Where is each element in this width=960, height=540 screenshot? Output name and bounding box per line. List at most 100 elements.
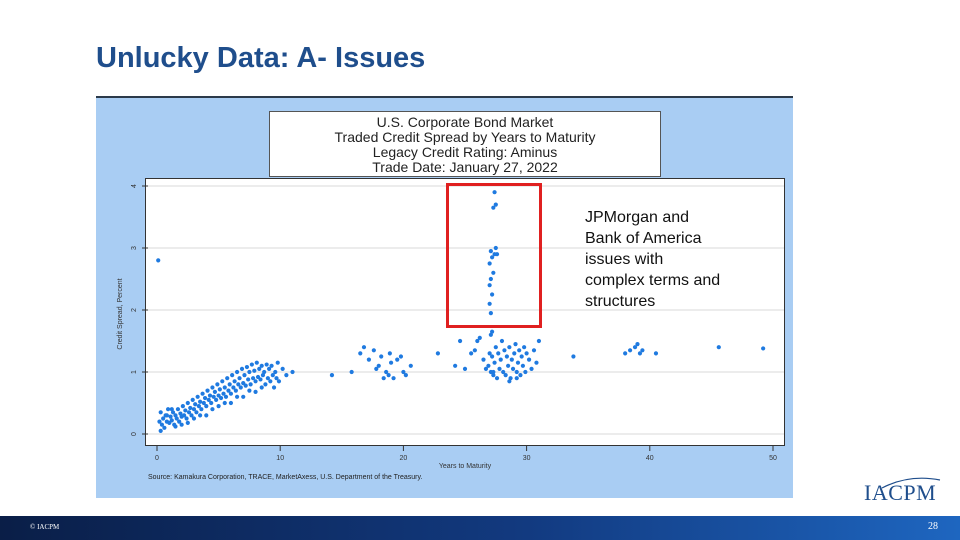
data-point [190, 397, 195, 402]
data-point [184, 416, 189, 421]
data-point [244, 364, 250, 370]
data-point [173, 424, 178, 429]
y-tick-label: 1 [131, 370, 138, 374]
data-point [469, 351, 474, 356]
data-point [169, 407, 174, 412]
data-point [536, 338, 542, 344]
data-point [494, 252, 500, 257]
data-point [386, 373, 391, 378]
data-point [376, 363, 381, 368]
data-point [491, 369, 496, 375]
data-point [250, 376, 256, 381]
data-point [252, 368, 257, 373]
data-point [486, 363, 491, 368]
data-point [222, 400, 227, 406]
data-point [164, 413, 169, 418]
data-point [501, 369, 506, 375]
data-point [475, 338, 480, 344]
data-point [220, 379, 225, 384]
data-point [507, 379, 512, 384]
data-point [223, 394, 229, 399]
data-point [233, 388, 238, 393]
data-point [185, 420, 190, 425]
data-point [371, 348, 376, 353]
data-point [514, 376, 519, 381]
data-point [716, 345, 721, 350]
data-point [483, 366, 489, 371]
data-point [523, 369, 528, 375]
footer-copyright: © IACPM [30, 523, 60, 531]
data-point [217, 387, 222, 392]
data-point [280, 366, 285, 371]
data-point [487, 261, 492, 266]
data-point [477, 335, 482, 340]
data-point [209, 400, 214, 406]
data-point [262, 369, 267, 375]
data-point [398, 354, 404, 359]
data-point [510, 366, 516, 371]
annotation-line: structures [585, 293, 656, 310]
y-tick-label: 3 [131, 246, 138, 250]
data-point [248, 382, 253, 387]
data-point [156, 258, 161, 263]
annotation-line: complex terms and [585, 272, 721, 289]
data-point [493, 345, 498, 350]
data-point [247, 388, 252, 393]
data-point [488, 311, 493, 316]
data-point [491, 205, 496, 210]
data-point [391, 376, 396, 381]
data-point [408, 363, 413, 368]
data-point [492, 360, 497, 365]
data-point [457, 338, 463, 344]
data-point [395, 357, 400, 362]
data-point [506, 363, 511, 368]
y-tick-label: 2 [131, 308, 138, 312]
data-point [401, 369, 406, 375]
data-point [207, 393, 213, 398]
data-point [503, 373, 508, 378]
data-point [159, 422, 165, 427]
data-point [507, 345, 512, 350]
data-point [179, 422, 184, 427]
data-point [524, 351, 529, 356]
data-point [358, 351, 363, 356]
data-point [265, 376, 270, 381]
annotation-line: issues with [585, 251, 664, 268]
data-point [161, 416, 166, 421]
data-point [504, 354, 509, 359]
data-point [249, 362, 254, 367]
data-point [175, 407, 181, 412]
data-point [491, 373, 496, 378]
data-point [241, 394, 246, 399]
data-point [379, 354, 384, 359]
data-point [496, 351, 501, 356]
data-point [529, 366, 534, 371]
data-point [487, 301, 492, 306]
y-tick-label: 4 [131, 184, 138, 188]
data-point [231, 385, 236, 390]
data-point [497, 366, 502, 371]
data-point [502, 348, 507, 353]
data-point [632, 345, 638, 350]
data-point [214, 397, 219, 402]
data-point [258, 377, 263, 382]
data-point [185, 400, 190, 406]
data-point [186, 410, 192, 415]
chart-title-line-4: Trade Date: January 27, 2022 [372, 159, 558, 175]
data-point [200, 391, 205, 396]
data-point [212, 389, 218, 394]
data-point [234, 369, 240, 375]
data-point [188, 405, 193, 411]
data-point [204, 404, 209, 409]
data-point [534, 360, 539, 365]
data-point [487, 351, 492, 356]
data-point [232, 379, 237, 384]
data-point [264, 362, 269, 367]
data-point [653, 351, 659, 356]
data-point [512, 351, 517, 356]
data-point [490, 329, 495, 334]
data-point [472, 348, 477, 353]
data-point [635, 342, 640, 347]
x-tick-label: 30 [523, 455, 531, 462]
